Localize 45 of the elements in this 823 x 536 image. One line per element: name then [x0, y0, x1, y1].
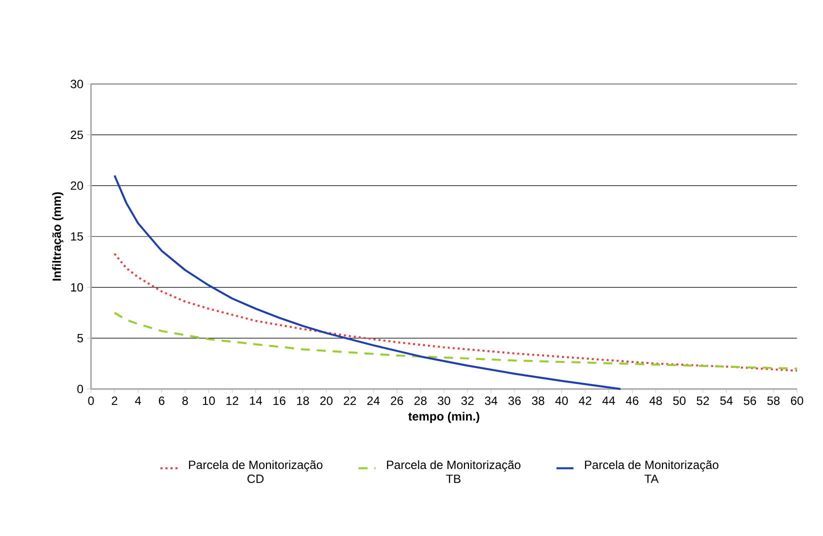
x-tick-label: 0: [88, 396, 94, 405]
legend-label: Parcela de Monitorização TA: [585, 460, 718, 483]
y-axis-title: Infiltração (mm): [52, 192, 64, 281]
x-tick-label: 16: [274, 396, 286, 405]
x-tick-label: 10: [202, 396, 215, 405]
x-tick-label: 12: [226, 396, 238, 405]
y-tick-label: 30: [70, 80, 84, 88]
x-axis-title: tempo (min.): [408, 412, 480, 423]
x-tick-label: 48: [649, 396, 662, 405]
x-tick-label: 40: [555, 396, 568, 405]
x-tick-label: 58: [767, 396, 780, 405]
y-tick-label: 25: [70, 130, 83, 140]
legend-label: Parcela de Monitorização TB: [387, 460, 520, 483]
x-tick-label: 8: [182, 396, 188, 405]
x-tick-label: 50: [673, 396, 686, 405]
x-tick-label: 26: [390, 396, 404, 405]
y-tick-label: 0: [77, 384, 84, 394]
x-tick-label: 52: [696, 396, 709, 405]
x-tick-label: 56: [744, 396, 756, 405]
x-tick-label: 18: [297, 396, 309, 405]
x-tick-label: 28: [414, 396, 427, 405]
x-tick-label: 20: [320, 396, 333, 405]
x-tick-label: 46: [626, 396, 638, 405]
x-tick-label: 22: [344, 396, 356, 405]
y-tick-label: 10: [71, 283, 84, 292]
x-tick-label: 34: [484, 396, 498, 405]
x-tick-label: 32: [461, 396, 474, 405]
x-tick-label: 38: [532, 396, 544, 405]
x-tick-label: 14: [250, 396, 262, 405]
x-tick-label: 30: [438, 396, 450, 405]
x-tick-label: 24: [367, 396, 380, 405]
line-series: [114, 174, 622, 390]
x-tick-label: 2: [112, 396, 118, 405]
x-tick-label: 4: [135, 396, 142, 405]
x-tick-label: 6: [158, 396, 164, 405]
line-series: [114, 252, 798, 372]
x-tick-label: 44: [602, 396, 616, 405]
y-tick-label: 5: [77, 334, 83, 342]
x-tick-label: 42: [578, 396, 592, 405]
legend-label: Parcela de Monitorização CD: [189, 460, 322, 484]
y-tick-label: 20: [70, 181, 84, 190]
x-tick-label: 54: [720, 396, 733, 405]
x-tick-label: 36: [508, 396, 521, 405]
x-tick-label: 60: [790, 396, 804, 405]
y-tick-label: 15: [71, 232, 83, 241]
